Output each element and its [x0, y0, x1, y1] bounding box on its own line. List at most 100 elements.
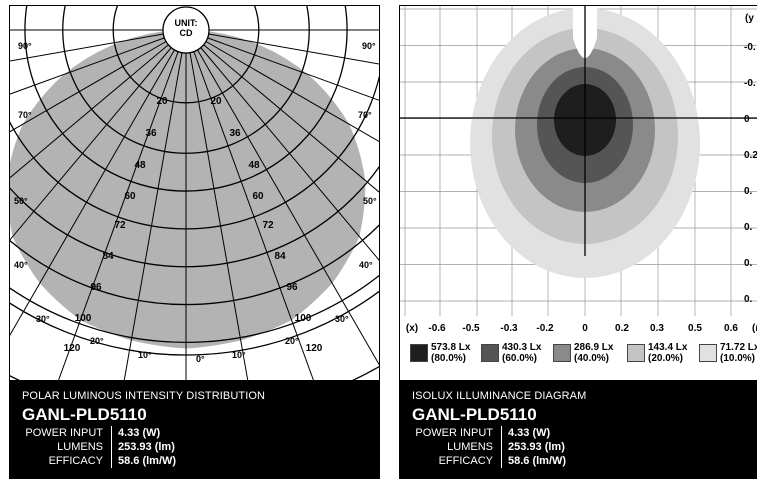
isolux-chart: (x) -0.6 -0.5 -0.3 -0.2 0 0.2 0.3 0.5 0.6 (m (y -0. -…	[400, 6, 757, 334]
polar-angle-label: 0°	[196, 354, 205, 364]
polar-unit-label: CD	[180, 28, 193, 38]
legend-pct: (40.0%)	[574, 353, 610, 364]
legend-item: 143.4 Lx (20.0%)	[627, 342, 687, 364]
polar-radial-tick: 20	[210, 96, 222, 107]
polar-radial-tick: 36	[229, 128, 241, 139]
legend-lux: 143.4 Lx	[648, 342, 688, 353]
legend-swatch	[410, 344, 428, 362]
legend-lux: 430.3 Lx	[502, 342, 542, 353]
isolux-chart-panel: (x) -0.6 -0.5 -0.3 -0.2 0 0.2 0.3 0.5 0.6 (m (y -0. -…	[399, 5, 757, 479]
polar-radial-line	[197, 49, 379, 366]
legend-swatch	[627, 344, 645, 362]
polar-angle-label: 50°	[14, 196, 28, 206]
isolux-y-tick: 0.2	[744, 150, 757, 161]
isolux-x-tick: -0.2	[536, 323, 554, 334]
legend-swatch	[699, 344, 717, 362]
isolux-x-tick: 0.5	[688, 323, 702, 334]
polar-radial-tick: 96	[286, 282, 298, 293]
polar-angle-label: 90°	[18, 41, 32, 51]
polar-angle-label: 10°	[232, 350, 246, 360]
isolux-y-axis-label: (y	[745, 13, 754, 24]
legend-pct: (80.0%)	[431, 353, 467, 364]
isolux-y-tick: 0.	[744, 222, 753, 233]
legend-pct: (10.0%)	[720, 353, 756, 364]
polar-radial-tick: 36	[145, 128, 157, 139]
polar-info-kind: POLAR LUMINOUS INTENSITY DISTRIBUTION	[22, 390, 266, 402]
polar-radial-tick: 60	[124, 191, 136, 202]
isolux-info-kind: ISOLUX ILLUMINANCE DIAGRAM	[412, 390, 587, 402]
legend-pct: (60.0%)	[502, 353, 538, 364]
info-value: 253.93 (lm)	[118, 441, 175, 453]
info-value: 58.6 (lm/W)	[118, 455, 177, 467]
info-label: POWER INPUT	[22, 426, 112, 440]
polar-info-row: POWER INPUT 4.33 (W)	[22, 426, 176, 440]
info-value: 253.93 (lm)	[508, 441, 565, 453]
polar-radial-tick: 100	[295, 313, 312, 324]
polar-angle-label: 70°	[358, 110, 372, 120]
polar-angle-label: 20°	[285, 336, 299, 346]
isolux-y-tick: 0.	[744, 294, 753, 305]
polar-radial-line	[207, 37, 379, 101]
isolux-x-tick: 0.6	[724, 323, 738, 334]
polar-radial-line	[58, 51, 179, 380]
polar-radial-tick: 100	[75, 313, 92, 324]
info-label: POWER INPUT	[412, 426, 502, 440]
isolux-x-axis-label: (x)	[406, 323, 418, 334]
polar-radial-line	[123, 52, 183, 380]
isolux-x-tick: 0.2	[615, 323, 629, 334]
isolux-x-unit: (m	[752, 323, 757, 334]
polar-radial-tick: 84	[274, 251, 286, 262]
polar-angle-label: 20°	[90, 336, 104, 346]
polar-radial-line	[10, 49, 175, 336]
legend-pct: (20.0%)	[648, 353, 684, 364]
polar-radial-tick: 120	[306, 343, 323, 354]
polar-radial-tick: 96	[90, 282, 102, 293]
legend-item: 430.3 Lx (60.0%)	[481, 342, 541, 364]
polar-radial-line	[208, 33, 379, 65]
info-value: 4.33 (W)	[508, 427, 551, 439]
polar-chart: UNIT:CD 20 20 36 36 48 48 60 60 72 72 84 84 96 96 100 10…	[10, 6, 379, 380]
polar-radial-tick: 60	[252, 191, 264, 202]
polar-info-row: EFFICACY 58.6 (lm/W)	[22, 454, 176, 468]
isolux-x-tick: 0	[582, 323, 588, 334]
polar-radial-tick: 120	[64, 343, 81, 354]
isolux-x-tick: 0.3	[650, 323, 664, 334]
polar-angle-label: 70°	[18, 110, 32, 120]
isolux-y-tick: 0.	[744, 258, 753, 269]
isolux-y-tick: 0	[744, 114, 750, 125]
isolux-x-tick: -0.6	[428, 323, 446, 334]
info-value: 58.6 (lm/W)	[508, 455, 567, 467]
polar-angle-label: 90°	[362, 41, 376, 51]
polar-radial-line	[10, 33, 164, 62]
polar-radial-line	[200, 47, 379, 261]
polar-angle-label: 10°	[138, 350, 152, 360]
isolux-x-tick: -0.3	[500, 323, 518, 334]
polar-radial-line	[193, 51, 314, 380]
polar-info-rows: POWER INPUT 4.33 (W) LUMENS 253.93 (lm) EF…	[22, 426, 176, 468]
polar-chart-panel: UNIT: CD 20 20 36 36 48 48 60 60 72 72 84 84 96 96 100 10…	[9, 5, 380, 479]
info-value: 4.33 (W)	[118, 427, 161, 439]
polar-radial-line	[205, 41, 379, 143]
polar-radial-tick: 20	[156, 96, 168, 107]
info-label: LUMENS	[22, 440, 112, 454]
polar-info-box: POLAR LUMINOUS INTENSITY DISTRIBUTION GA…	[10, 380, 379, 478]
legend-item: 71.72 Lx (10.0%)	[699, 342, 757, 364]
isolux-y-tick: -0.	[744, 42, 756, 53]
isolux-info-model: GANL-PLD5110	[412, 405, 537, 424]
polar-radial-tick: 48	[248, 160, 260, 171]
polar-info-row: LUMENS 253.93 (lm)	[22, 440, 176, 454]
polar-radial-line	[203, 44, 379, 193]
polar-radial-line	[189, 52, 249, 380]
polar-radial-line	[10, 41, 167, 133]
polar-radial-tick: 48	[134, 160, 146, 171]
polar-angle-label: 40°	[14, 260, 28, 270]
polar-radial-line	[10, 47, 172, 241]
isolux-info-box: ISOLUX ILLUMINANCE DIAGRAM GANL-PLD5110 …	[400, 380, 757, 478]
polar-radial-tick: 84	[102, 251, 114, 262]
legend-swatch	[481, 344, 499, 362]
polar-radial-line	[10, 44, 169, 179]
legend-item: 573.8 Lx (80.0%)	[410, 342, 470, 364]
legend-swatch	[553, 344, 571, 362]
polar-radial-line	[10, 37, 165, 95]
isolux-x-tick: -0.5	[462, 323, 480, 334]
